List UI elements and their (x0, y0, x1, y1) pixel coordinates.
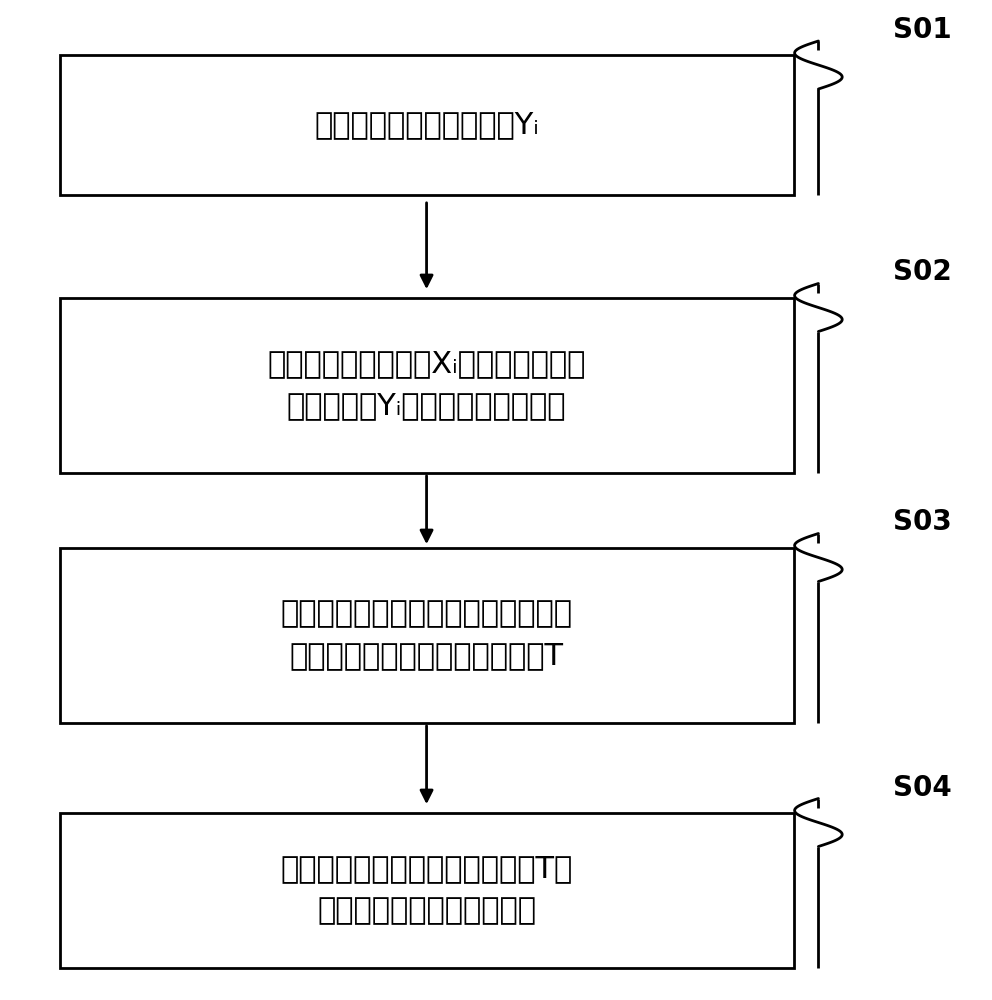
Text: S03: S03 (893, 508, 951, 536)
Text: 输运距离矩阵作为故障特征矩阵T: 输运距离矩阵作为故障特征矩阵T (290, 642, 563, 670)
Text: 组建最优输运距离矩阵，将所述最优: 组建最优输运距离矩阵，将所述最优 (281, 599, 572, 629)
Text: 分别求解各待测信号Xᵢ与所述各故障基: 分别求解各待测信号Xᵢ与所述各故障基 (268, 350, 585, 378)
Text: 使用分类器对所述故障特征矩阵T进: 使用分类器对所述故障特征矩阵T进 (281, 854, 572, 884)
Bar (60, 548, 794, 722)
Text: 设置各故障基准概率分布Yᵢ: 设置各故障基准概率分布Yᵢ (314, 110, 539, 139)
Text: S01: S01 (893, 16, 951, 44)
Bar (60, 298, 794, 473)
Text: S04: S04 (893, 774, 951, 802)
Text: 行分类判断并输出诊断结果: 行分类判断并输出诊断结果 (317, 896, 536, 926)
Text: S02: S02 (893, 258, 951, 286)
Bar (60, 812, 794, 968)
Bar (60, 55, 794, 195)
Text: 准概率分布Yᵢ之间的最优输运距离: 准概率分布Yᵢ之间的最优输运距离 (287, 391, 566, 420)
